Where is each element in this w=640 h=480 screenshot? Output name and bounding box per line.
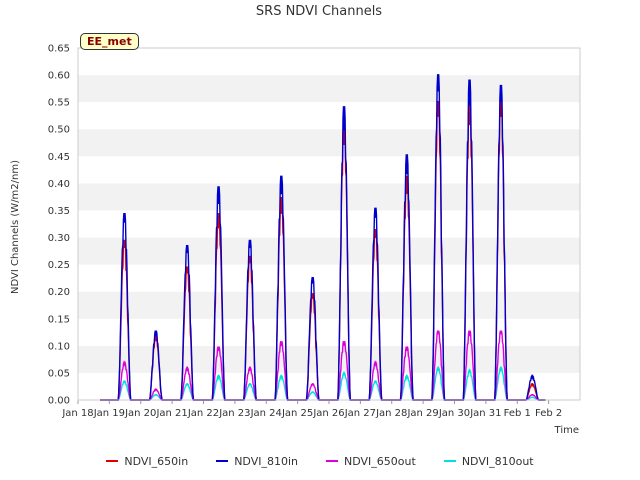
grid-band xyxy=(78,75,580,103)
y-tick-label: 0.65 xyxy=(48,44,70,55)
legend-item: NDVI_810in xyxy=(216,452,298,470)
site-badge: EE_met xyxy=(80,33,139,50)
x-tick-label: Jan 27 xyxy=(344,408,376,419)
x-tick-label: Jan 21 xyxy=(155,408,187,419)
grid-band xyxy=(78,48,580,76)
x-tick-label: Jan 29 xyxy=(406,408,438,419)
legend-label: NDVI_810in xyxy=(234,454,299,468)
x-tick-label: Feb 2 xyxy=(535,408,562,419)
legend-label: NDVI_810out xyxy=(461,454,534,468)
plot-frame xyxy=(77,47,581,401)
grid-band xyxy=(78,129,580,157)
y-tick-label: 0.10 xyxy=(48,341,70,352)
grid-band xyxy=(78,102,580,130)
x-tick-label: Jan 18 xyxy=(61,408,93,419)
y-tick-label: 0.20 xyxy=(48,287,70,298)
x-tick-label: Feb 1 xyxy=(504,408,531,419)
y-tick-label: 0.50 xyxy=(48,125,70,136)
y-tick-label: 0.00 xyxy=(48,396,70,407)
x-tick-label: Jan 26 xyxy=(312,408,344,419)
grid-band xyxy=(78,183,580,211)
legend-item: NDVI_650in xyxy=(106,452,188,470)
legend: NDVI_650in NDVI_810in NDVI_650out NDVI_810o… xyxy=(0,452,640,470)
legend-label: NDVI_650in xyxy=(124,454,189,468)
x-tick-label: Jan 30 xyxy=(438,408,470,419)
grid-band xyxy=(78,318,580,346)
y-axis-ticks: 0.00 0.05 0.10 0.15 0.20 0.25 0.30 0.35 0.40 0.45… xyxy=(48,44,70,407)
chart-title: SRS NDVI Channels xyxy=(256,4,382,19)
y-tick-label: 0.15 xyxy=(48,314,70,325)
x-tick-label: Jan 25 xyxy=(281,408,313,419)
grid-band xyxy=(78,237,580,265)
legend-swatch xyxy=(443,460,456,462)
y-tick-label: 0.35 xyxy=(48,206,70,217)
legend-item: NDVI_810out xyxy=(443,452,534,470)
x-axis-title: Time xyxy=(554,425,579,436)
legend-swatch xyxy=(326,460,339,462)
legend-item: NDVI_650out xyxy=(326,452,416,470)
y-tick-label: 0.25 xyxy=(48,260,70,271)
y-tick-label: 0.45 xyxy=(48,152,70,163)
x-axis-ticks: Jan 18 Jan 19 Jan 20 Jan 21 Jan 22 Jan 23 Jan … xyxy=(61,400,562,419)
legend-swatch xyxy=(216,460,229,462)
x-tick-label: Jan 19 xyxy=(93,408,125,419)
y-tick-label: 0.55 xyxy=(48,98,70,109)
grid-band xyxy=(78,210,580,238)
y-tick-label: 0.05 xyxy=(48,368,70,379)
x-tick-label: Jan 31 xyxy=(469,408,501,419)
y-tick-label: 0.40 xyxy=(48,179,70,190)
legend-swatch xyxy=(106,460,119,462)
x-tick-label: Jan 24 xyxy=(250,408,282,419)
y-tick-label: 0.60 xyxy=(48,71,70,82)
y-tick-label: 0.30 xyxy=(48,233,70,244)
x-tick-label: Jan 28 xyxy=(375,408,407,419)
x-tick-label: Jan 20 xyxy=(124,408,156,419)
x-tick-label: Jan 22 xyxy=(187,408,219,419)
y-axis-title: NDVI Channels (W/m2/nm) xyxy=(10,160,21,294)
x-tick-label: Jan 23 xyxy=(218,408,250,419)
legend-label: NDVI_650out xyxy=(344,454,416,468)
grid-band xyxy=(78,156,580,184)
